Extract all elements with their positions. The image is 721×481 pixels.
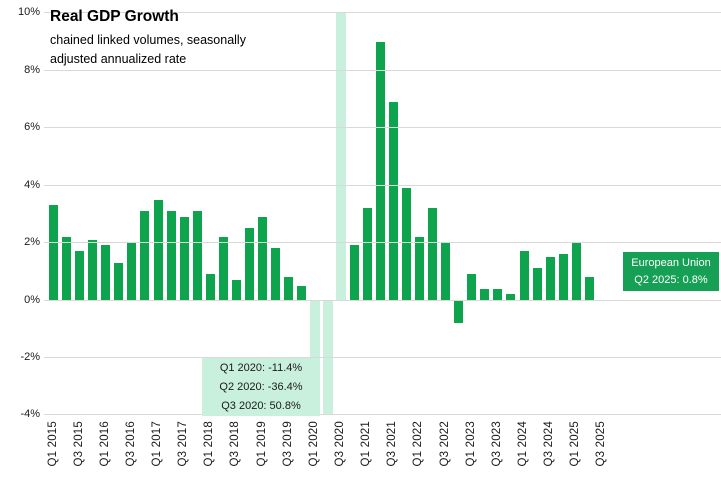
bar-Q2-2019 xyxy=(271,248,281,300)
bar-Q2-2023 xyxy=(480,288,490,300)
y-axis-label-10: 10% xyxy=(17,6,40,19)
x-axis-label-Q1-2016: Q1 2016 xyxy=(98,420,111,467)
x-axis-label-Q3-2024: Q3 2024 xyxy=(543,420,556,467)
x-axis-label-Q3-2017: Q3 2017 xyxy=(177,420,190,467)
x-axis-label-Q1-2015: Q1 2015 xyxy=(46,420,59,467)
gridline--2 xyxy=(44,356,721,358)
bar-Q1-2022 xyxy=(414,236,424,300)
x-axis-label-Q3-2021: Q3 2021 xyxy=(386,420,399,467)
bar-Q4-2023 xyxy=(506,294,516,300)
latest-value-callout: European Union Q2 2025: 0.8% xyxy=(623,252,719,291)
bar-Q3-2022 xyxy=(441,242,451,300)
x-axis-label-Q1-2023: Q1 2023 xyxy=(464,420,477,467)
x-axis-label-Q1-2019: Q1 2019 xyxy=(255,420,268,467)
x-axis-label-Q1-2024: Q1 2024 xyxy=(517,420,530,467)
y-axis-label-0: 0% xyxy=(24,293,40,306)
bar-Q1-2021 xyxy=(362,208,372,300)
bar-Q3-2016 xyxy=(127,242,137,300)
covid-2020-annotation-box: Q1 2020: -11.4% Q2 2020: -36.4% Q3 2020:… xyxy=(202,358,320,416)
bar-Q3-2023 xyxy=(493,288,503,300)
bar-Q4-2017 xyxy=(192,210,202,300)
covid-annotation-line-q1: Q1 2020: -11.4% xyxy=(219,362,303,374)
x-axis-label-Q1-2025: Q1 2025 xyxy=(569,420,582,467)
bar-Q2-2024 xyxy=(532,268,542,300)
bar-Q2-2017 xyxy=(166,210,176,300)
bar-Q1-2019 xyxy=(258,216,268,300)
covid-annotation-line-q2: Q2 2020: -36.4% xyxy=(219,381,303,393)
x-axis-label-Q3-2016: Q3 2016 xyxy=(124,420,137,467)
x-axis-label-Q1-2017: Q1 2017 xyxy=(151,420,164,467)
bar-Q1-2015 xyxy=(49,205,58,300)
y-axis-label--4: -4% xyxy=(20,408,40,421)
callout-latest-value: Q2 2025: 0.8% xyxy=(634,274,708,286)
bar-Q2-2015 xyxy=(62,236,72,300)
x-axis-label-Q3-2019: Q3 2019 xyxy=(281,420,294,467)
bar-Q4-2019 xyxy=(297,285,307,300)
bar-Q1-2023 xyxy=(467,274,477,300)
bar-Q3-2015 xyxy=(75,251,85,300)
bar-Q4-2024 xyxy=(558,254,568,300)
bar-Q1-2016 xyxy=(101,245,111,300)
bar-Q1-2018 xyxy=(205,274,215,300)
y-axis-label-2: 2% xyxy=(24,236,40,249)
chart-subtitle: chained linked volumes, seasonally adjus… xyxy=(50,31,246,69)
y-axis-label-6: 6% xyxy=(24,121,40,134)
bar-Q2-2016 xyxy=(114,262,124,300)
bar-Q3-2017 xyxy=(179,216,189,300)
bar-Q1-2025 xyxy=(571,242,581,300)
gridline--4 xyxy=(44,414,721,416)
x-axis-label-Q3-2015: Q3 2015 xyxy=(72,420,85,467)
bar-Q3-2024 xyxy=(545,256,555,300)
x-axis-label-Q3-2023: Q3 2023 xyxy=(490,420,503,467)
bar-Q3-2019 xyxy=(284,277,294,300)
x-axis-label-Q1-2020: Q1 2020 xyxy=(307,420,320,467)
bar-Q4-2016 xyxy=(140,210,150,300)
bar-Q4-2022 xyxy=(454,300,464,323)
bar-Q2-2025 xyxy=(584,277,594,300)
callout-series-label: European Union xyxy=(631,257,711,269)
chart-title: Real GDP Growth xyxy=(50,8,179,25)
bar-Q4-2018 xyxy=(245,228,255,300)
x-axis-label-Q3-2025: Q3 2025 xyxy=(595,420,608,467)
x-axis-label-Q1-2022: Q1 2022 xyxy=(412,420,425,467)
bar-Q3-2018 xyxy=(231,279,241,300)
gridline-2 xyxy=(44,242,721,244)
x-axis-label-Q3-2022: Q3 2022 xyxy=(438,420,451,467)
chart-subtitle-line-2: adjusted annualized rate xyxy=(50,52,187,66)
bar-Q1-2017 xyxy=(153,199,163,300)
bar-Q2-2022 xyxy=(428,208,438,300)
bar-Q3-2020 xyxy=(336,12,347,300)
gridline-8 xyxy=(44,69,721,71)
covid-annotation-line-q3: Q3 2020: 50.8% xyxy=(221,400,301,412)
x-axis-label-Q1-2018: Q1 2018 xyxy=(203,420,216,467)
y-axis-label--2: -2% xyxy=(20,350,40,363)
y-axis-label-4: 4% xyxy=(24,178,40,191)
bar-Q4-2015 xyxy=(88,239,98,300)
bar-Q4-2020 xyxy=(349,245,359,300)
x-axis-label-Q3-2018: Q3 2018 xyxy=(229,420,242,467)
bar-Q3-2021 xyxy=(388,101,398,300)
chart-subtitle-line-1: chained linked volumes, seasonally xyxy=(50,33,246,47)
y-axis-label-8: 8% xyxy=(24,63,40,76)
x-axis-label-Q3-2020: Q3 2020 xyxy=(334,420,347,467)
gridline-6 xyxy=(44,127,721,129)
gridline-0 xyxy=(44,299,721,301)
bar-Q2-2021 xyxy=(375,41,385,300)
bar-Q4-2021 xyxy=(401,188,411,300)
x-axis-label-Q1-2021: Q1 2021 xyxy=(360,420,373,467)
gridline-4 xyxy=(44,184,721,186)
gridline-10 xyxy=(44,12,721,14)
bar-Q2-2018 xyxy=(218,236,228,300)
bar-Q1-2024 xyxy=(519,251,529,300)
